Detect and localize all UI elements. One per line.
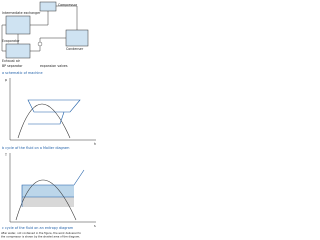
entropy-diagram: T s c cycle of the fluid on an entropy d… xyxy=(2,153,96,230)
axes xyxy=(9,153,96,223)
label: Compressor xyxy=(58,3,78,7)
label: BP separator xyxy=(2,64,23,68)
mollier-diagram: p h b cycle of the fluid on a Mollier di… xyxy=(2,78,96,150)
caption: c cycle of the fluid on an entropy diagr… xyxy=(2,226,74,230)
saturation-dome xyxy=(17,103,71,139)
caption: a schematic of machine xyxy=(2,71,43,75)
axis-label: s xyxy=(94,224,96,228)
label: Condenser xyxy=(66,47,84,51)
axis-label: p xyxy=(5,78,7,82)
figure: Compressor Intermediate exchanger Conden… xyxy=(1,1,96,239)
cycle xyxy=(21,169,85,207)
label: expansion valves xyxy=(40,64,68,68)
valve xyxy=(37,41,43,47)
label: Exhaust air xyxy=(2,59,21,63)
condenser-box xyxy=(65,29,89,47)
shaded-area xyxy=(22,197,74,207)
axis-label: h xyxy=(94,142,96,146)
saturation-dome xyxy=(15,179,77,221)
compressor-box xyxy=(39,1,57,12)
machine-schematic: Compressor Intermediate exchanger Conden… xyxy=(1,1,89,75)
note: After water, not contained in the figure… xyxy=(1,231,81,235)
evaporator-box xyxy=(5,43,31,59)
caption: b cycle of the fluid on a Mollier diagra… xyxy=(2,146,70,150)
axes xyxy=(9,78,96,141)
cycle xyxy=(27,99,81,125)
note: the compressor is shown by the shaded ar… xyxy=(1,235,80,239)
shaded-area xyxy=(22,185,74,197)
label: Evaporator xyxy=(2,39,20,43)
axis-label: T xyxy=(4,153,7,157)
label: Intermediate exchanger xyxy=(2,11,41,15)
exchanger-box xyxy=(5,15,31,35)
